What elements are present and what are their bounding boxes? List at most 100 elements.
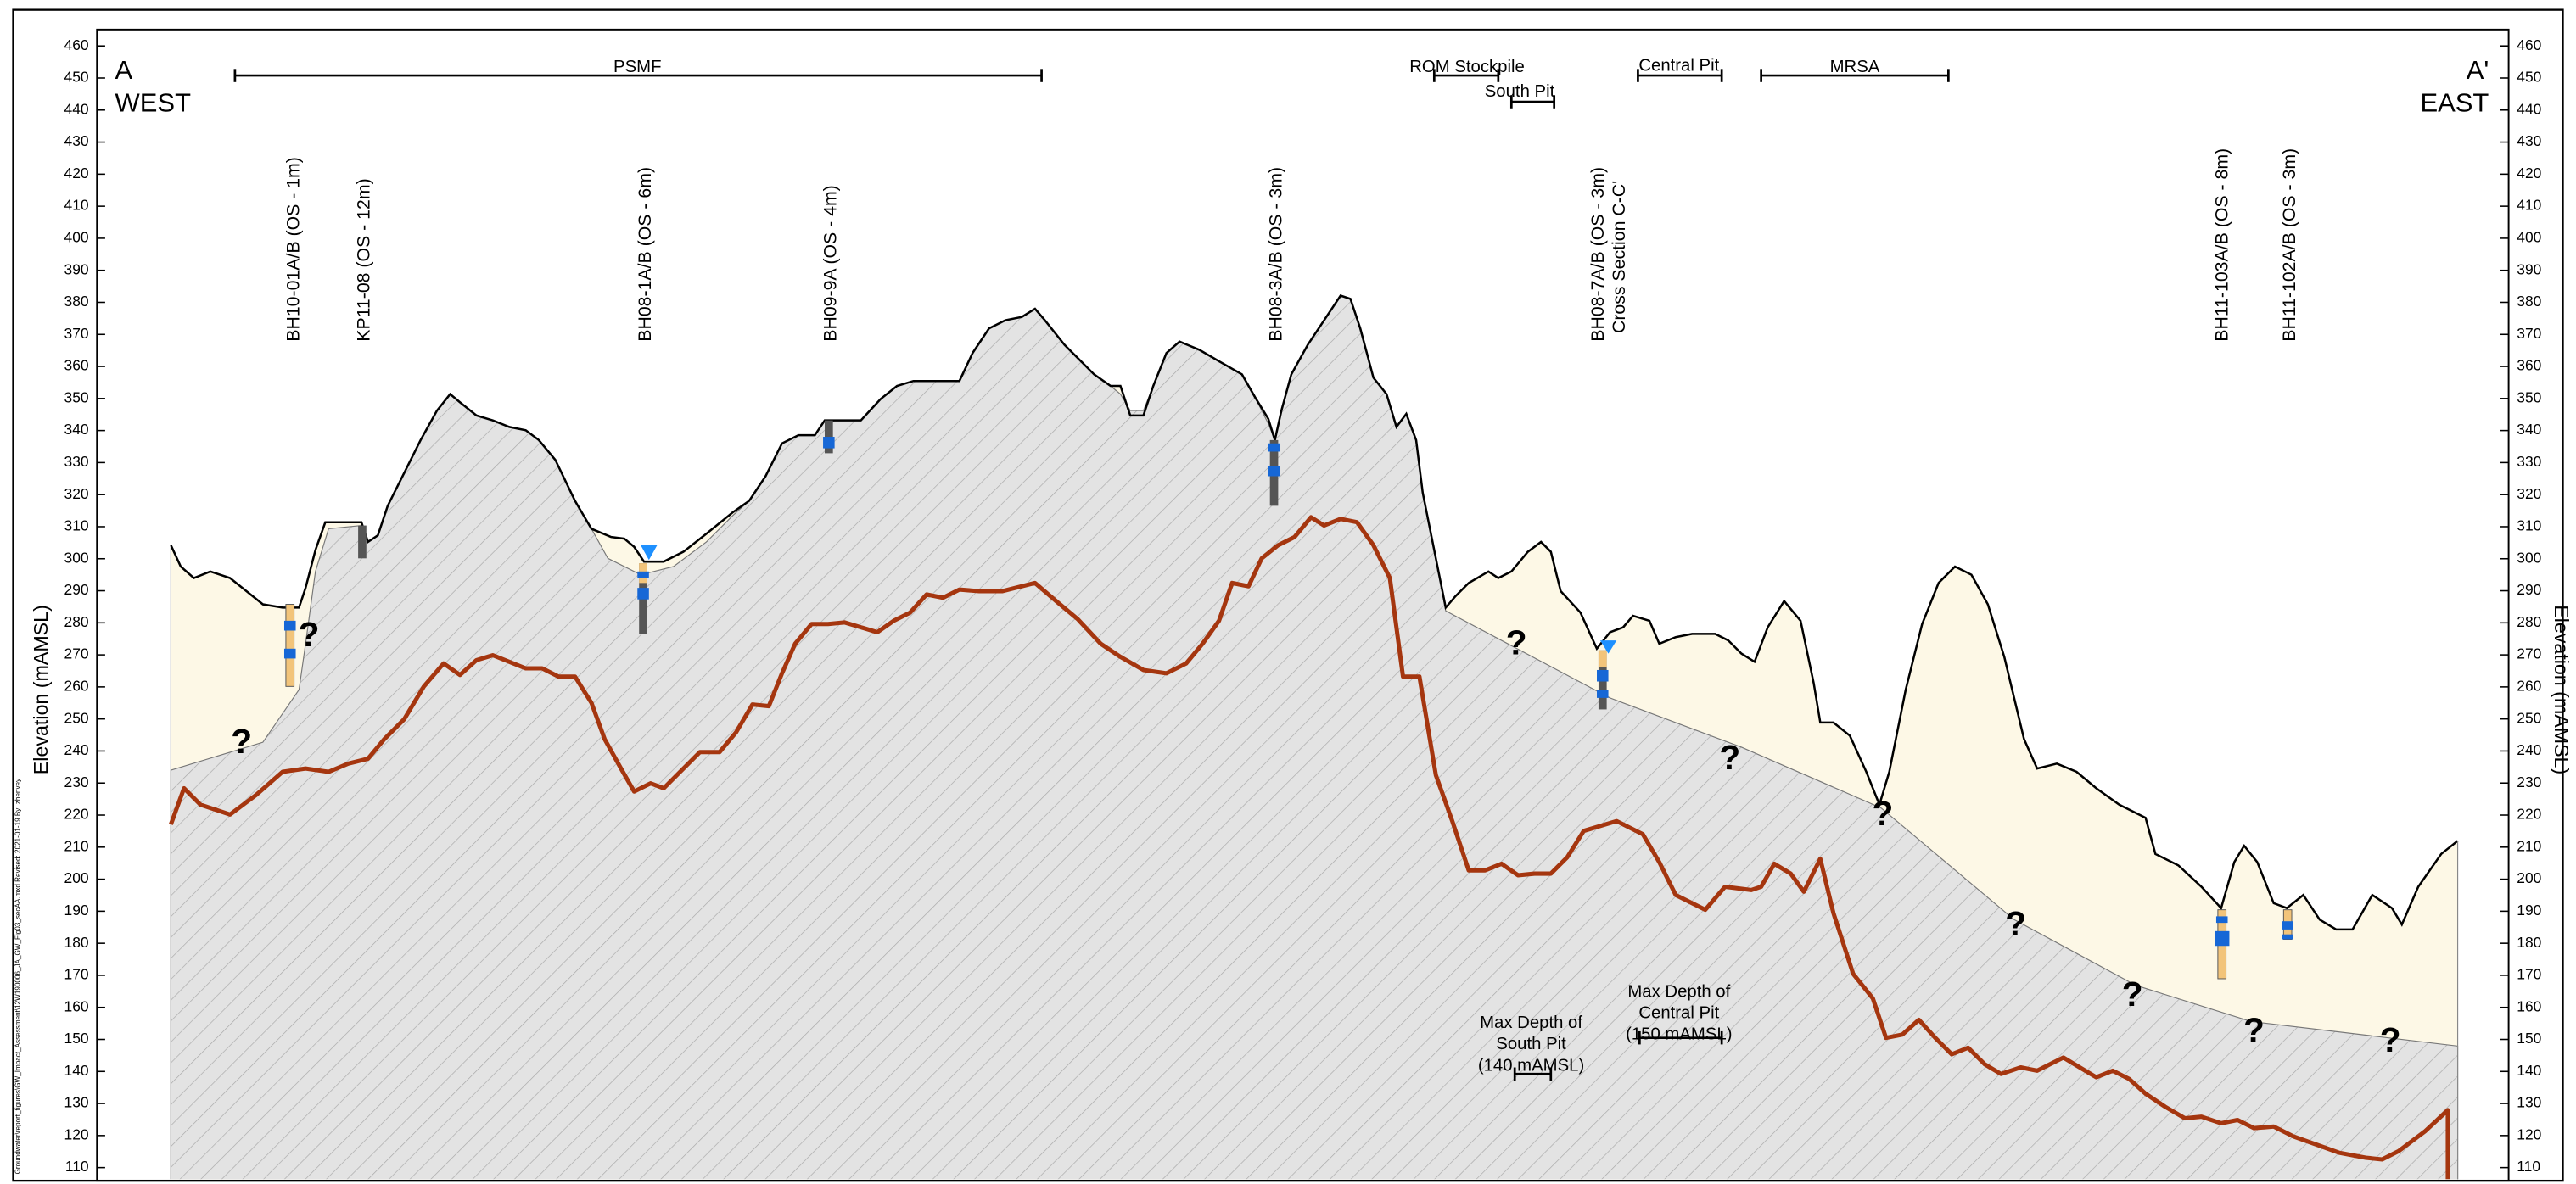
tick-label: 360 xyxy=(2517,357,2541,374)
tick-label: 230 xyxy=(64,774,89,790)
tick-label: 130 xyxy=(64,1094,89,1111)
tick-label: 410 xyxy=(64,197,89,214)
borehole-label: BH08-3A/B (OS - 3m) xyxy=(1265,167,1285,342)
tick-label: 160 xyxy=(2517,997,2541,1014)
unknown-marker: ? xyxy=(2380,1020,2401,1059)
unknown-marker: ? xyxy=(2122,975,2143,1014)
tick-label: 380 xyxy=(2517,293,2541,310)
tick-label: 380 xyxy=(64,293,89,310)
tick-label: 440 xyxy=(64,100,89,117)
note-line: Max Depth of xyxy=(1480,1014,1582,1032)
tick-label: 400 xyxy=(2517,229,2541,246)
tick-label: 280 xyxy=(64,613,89,630)
borehole-label: BH11-103A/B (OS - 8m) xyxy=(2212,148,2232,342)
axis-label: Elevation (mAMSL) xyxy=(30,605,52,774)
tick-label: 340 xyxy=(64,421,89,438)
profile xyxy=(171,296,2457,1184)
tick-label: 290 xyxy=(64,581,89,598)
tick-label: 320 xyxy=(64,485,89,502)
tick-label: 210 xyxy=(2517,837,2541,854)
note-line: (140 mAMSL) xyxy=(1478,1056,1584,1075)
note-line: (150 mAMSL) xyxy=(1626,1025,1732,1044)
tick-label: 170 xyxy=(64,966,89,983)
cross-section: PSMF ROM Stockpile South Pit Central Pit… xyxy=(0,0,2576,1184)
tick-label: 150 xyxy=(64,1030,89,1047)
tick-label: 330 xyxy=(64,453,89,470)
borehole-labels: BH10-01A/B (OS - 1m) KP11-08 (OS - 12m) … xyxy=(283,148,2299,342)
tick-label: 430 xyxy=(2517,132,2541,149)
unknown-marker: ? xyxy=(2005,904,2026,943)
borehole-label: BH08-7A/B (OS - 3m) xyxy=(1588,167,1608,342)
tick-label: 300 xyxy=(64,549,89,566)
tick-label: 430 xyxy=(64,132,89,149)
tick-label: 420 xyxy=(2517,165,2541,182)
tick-label: 340 xyxy=(2517,421,2541,438)
tick-label: 160 xyxy=(64,997,89,1014)
tick-label: 290 xyxy=(2517,581,2541,598)
section-direction: WEST xyxy=(115,88,192,118)
borehole-label: BH11-102A/B (OS - 3m) xyxy=(2279,148,2299,342)
tick-label: 240 xyxy=(64,741,89,758)
side-note: Groundwater\report_figures\GW_Impact_Ass… xyxy=(14,778,21,1174)
unknown-marker: ? xyxy=(1872,794,1893,833)
tick-label: 130 xyxy=(2517,1094,2541,1111)
unknown-marker: ? xyxy=(2243,1011,2265,1050)
note-line: Central Pit xyxy=(1638,1003,1719,1022)
borehole-label: BH10-01A/B (OS - 1m) xyxy=(283,157,303,342)
tick-label: 260 xyxy=(64,677,89,694)
tick-label: 310 xyxy=(64,517,89,534)
axis-label: Elevation (mAMSL) xyxy=(2551,605,2573,774)
tick-label: 110 xyxy=(2517,1158,2540,1175)
tick-label: 220 xyxy=(64,806,89,823)
tick-label: 180 xyxy=(64,934,89,951)
tick-label: 350 xyxy=(2517,388,2541,405)
tick-label: 450 xyxy=(2517,69,2541,86)
tick-label: 270 xyxy=(2517,645,2541,662)
section-start: A xyxy=(115,55,133,85)
tick-label: 170 xyxy=(2517,966,2541,983)
tick-label: 210 xyxy=(64,837,89,854)
borehole-label: BH09-9A (OS - 4m) xyxy=(820,185,841,342)
tick-label: 370 xyxy=(2517,325,2541,342)
tick-label: 450 xyxy=(64,69,89,86)
borehole-label: KP11-08 (OS - 12m) xyxy=(354,178,374,341)
facility-label: Central Pit xyxy=(1638,56,1719,75)
tick-label: 120 xyxy=(2517,1125,2541,1142)
tick-label: 460 xyxy=(2517,36,2541,53)
tick-label: 250 xyxy=(64,709,89,726)
facility-label: South Pit xyxy=(1485,82,1555,101)
tick-label: 310 xyxy=(2517,517,2541,534)
facility-label: ROM Stockpile xyxy=(1409,58,1525,76)
tick-label: 390 xyxy=(2517,260,2541,277)
borehole-label: BH08-1A/B (OS - 6m) xyxy=(635,167,655,342)
note-line: Max Depth of xyxy=(1627,982,1730,1001)
tick-label: 460 xyxy=(64,36,89,53)
tick-label: 370 xyxy=(64,325,89,342)
tick-label: 410 xyxy=(2517,197,2541,214)
tick-label: 180 xyxy=(2517,934,2541,951)
tick-label: 440 xyxy=(2517,100,2541,117)
tick-label: 420 xyxy=(64,165,89,182)
tick-label: 230 xyxy=(2517,774,2541,790)
tick-label: 260 xyxy=(2517,677,2541,694)
tick-label: 120 xyxy=(64,1125,89,1142)
tick-label: 400 xyxy=(64,229,89,246)
tick-label: 140 xyxy=(64,1062,89,1079)
facility-label: MRSA xyxy=(1830,58,1880,76)
tick-label: 200 xyxy=(2517,869,2541,886)
tick-label: 350 xyxy=(64,388,89,405)
unknown-marker: ? xyxy=(1719,738,1740,777)
tick-label: 300 xyxy=(2517,549,2541,566)
tick-label: 240 xyxy=(2517,741,2541,758)
unknown-marker: ? xyxy=(1506,623,1527,662)
tick-label: 330 xyxy=(2517,453,2541,470)
note-line: South Pit xyxy=(1496,1035,1566,1053)
unknown-marker: ? xyxy=(299,615,320,654)
tick-label: 150 xyxy=(2517,1030,2541,1047)
section-direction: EAST xyxy=(2420,88,2489,118)
cross-section-label: Cross Section C-C' xyxy=(1609,181,1629,333)
tick-label: 190 xyxy=(64,902,89,919)
tick-label: 280 xyxy=(2517,613,2541,630)
tick-label: 360 xyxy=(64,357,89,374)
tick-label: 200 xyxy=(64,869,89,886)
